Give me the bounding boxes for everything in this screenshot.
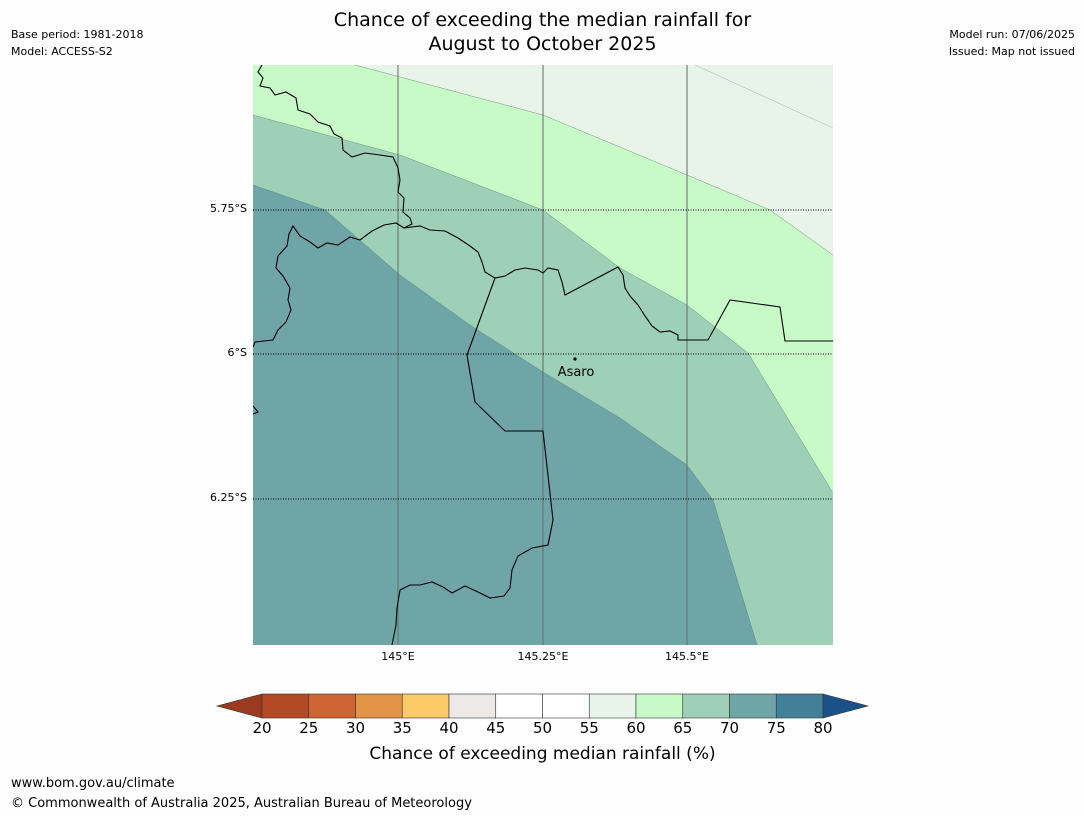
colorbar-segment: [261, 693, 310, 719]
colorbar-segment: [588, 693, 637, 719]
lon-label-145-5: 145.5°E: [665, 650, 709, 663]
colorbar-label: Chance of exceeding median rainfall (%): [369, 744, 716, 764]
model-name: Model: ACCESS-S2: [11, 45, 113, 58]
lat-label-6-25: 6.25°S: [210, 491, 247, 504]
lat-label-6: 6°S: [227, 346, 247, 359]
meta-right: Model run: 07/06/2025 Issued: Map not is…: [949, 26, 1075, 60]
place-label-asaro: Asaro: [557, 365, 595, 380]
footer-copyright: © Commonwealth of Australia 2025, Austra…: [11, 796, 472, 811]
colorbar-segment: [775, 693, 824, 719]
contour-55: [694, 65, 833, 129]
colorbar-tick-label: 20: [252, 719, 272, 737]
meta-left: Base period: 1981-2018 Model: ACCESS-S2: [11, 26, 143, 60]
band-70-75: [253, 185, 757, 645]
colorbar-segment: [635, 693, 684, 719]
lon-label-145-25: 145.25°E: [517, 650, 569, 663]
colorbar-tick-label: 30: [345, 719, 366, 737]
province-boundaries: [253, 65, 833, 645]
colorbar-tick-label: 80: [813, 719, 833, 737]
asaro-marker: [573, 357, 577, 361]
colorbar-tick-label: 35: [392, 719, 412, 737]
colorbar-segment: [495, 693, 543, 719]
colorbar-tick-label: 40: [439, 719, 459, 737]
colorbar-tick-label: 50: [532, 719, 553, 737]
lon-label-145: 145°E: [381, 650, 415, 663]
title-line-2: August to October 2025: [428, 33, 657, 55]
contour-65: [253, 114, 833, 494]
colorbar-segment: [308, 693, 356, 719]
colorbar-segment: [682, 693, 730, 719]
colorbar-tick-label: 55: [579, 719, 599, 737]
colorbar-tick-label: 70: [719, 719, 740, 737]
footer-url: www.bom.gov.au/climate: [11, 776, 175, 791]
colorbar-segment: [355, 693, 403, 719]
map-area: [253, 65, 833, 645]
model-run: Model run: 07/06/2025: [949, 28, 1075, 41]
title-line-1: Chance of exceeding the median rainfall …: [333, 9, 752, 31]
colorbar-tick-label: 45: [486, 719, 506, 737]
colorbar-segment: [729, 693, 777, 719]
colorbar-segment: [448, 693, 497, 719]
colorbar: [215, 693, 870, 719]
colorbar-tick-label: 25: [299, 719, 319, 737]
map-title: Chance of exceeding the median rainfall …: [0, 8, 1085, 56]
colorbar-tick-label: 60: [626, 719, 646, 737]
issued-status: Issued: Map not issued: [948, 45, 1075, 58]
colorbar-tick-label: 65: [673, 719, 693, 737]
colorbar-extend-high: [822, 693, 870, 719]
colorbar-extend-low: [215, 693, 263, 719]
colorbar-segment: [401, 693, 450, 719]
base-period: Base period: 1981-2018: [11, 28, 144, 41]
colorbar-segment: [542, 693, 590, 719]
colorbar-tick-label: 75: [766, 719, 786, 737]
lat-label-5-75: 5.75°S: [210, 202, 247, 215]
